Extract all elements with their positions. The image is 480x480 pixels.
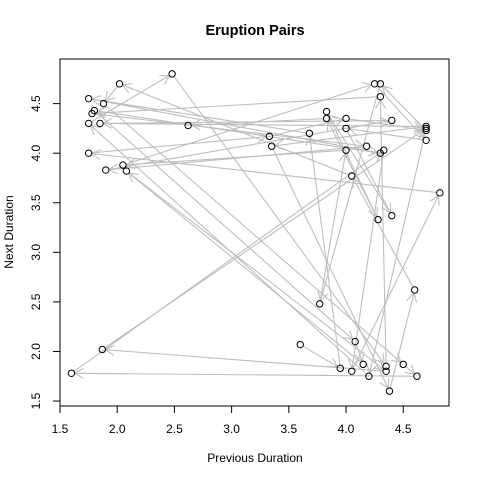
transition-arrow: [128, 172, 385, 371]
data-point: [380, 146, 388, 154]
data-point: [96, 119, 104, 128]
data-point: [305, 129, 314, 138]
data-point: [119, 161, 127, 169]
y-tick-label: 4.5: [29, 95, 43, 112]
x-axis: 1.5 2.0 2.5 3.0 3.5 4.0 4.5: [52, 405, 412, 436]
data-point: [351, 337, 359, 346]
data-point: [342, 124, 350, 133]
data-point: [88, 109, 96, 118]
y-tick-label: 4.0: [29, 145, 43, 162]
transition-arrow: [366, 131, 426, 375]
transition-arrow: [352, 194, 440, 369]
transition-arrow: [104, 85, 118, 102]
data-point: [322, 107, 331, 116]
transition-arrow: [352, 177, 414, 288]
data-point: [67, 369, 76, 377]
y-tick-label: 3.0: [29, 244, 43, 261]
x-tick-label: 3.0: [223, 422, 240, 436]
data-point: [184, 121, 192, 130]
data-point: [436, 189, 444, 197]
x-tick-label: 2.5: [166, 422, 183, 436]
data-point: [359, 360, 367, 369]
data-point: [370, 80, 379, 88]
transition-arrow: [104, 344, 383, 372]
data-point: [422, 124, 430, 133]
point-layer: [67, 70, 444, 395]
data-point: [422, 126, 430, 135]
y-axis-label: Next Duration: [2, 195, 16, 268]
data-point: [84, 119, 93, 128]
y-axis: 1.5 2.0 2.5 3.0 3.5 4.0 4.5: [29, 95, 61, 409]
data-point: [376, 92, 385, 101]
x-tick-label: 4.5: [395, 422, 412, 436]
data-point: [267, 142, 276, 150]
data-point: [410, 286, 419, 294]
data-point: [115, 80, 124, 88]
x-axis-label: Previous Duration: [207, 451, 302, 465]
data-point: [382, 362, 390, 371]
data-point: [413, 372, 421, 380]
data-point: [348, 367, 356, 375]
y-tick-label: 2.0: [29, 343, 43, 360]
data-point: [342, 146, 350, 154]
transition-arrow: [90, 95, 307, 134]
transition-arrow: [319, 152, 350, 301]
transition-arrow: [348, 124, 424, 141]
data-point: [376, 80, 385, 88]
data-point: [99, 99, 108, 108]
data-point: [322, 114, 331, 123]
y-tick-label: 3.5: [29, 194, 43, 211]
x-tick-label: 4.0: [338, 422, 355, 436]
transition-arrow: [73, 151, 383, 372]
data-point: [296, 340, 304, 349]
data-point: [102, 166, 110, 174]
data-point: [336, 364, 345, 373]
data-point: [422, 122, 430, 131]
data-point: [374, 215, 382, 224]
x-tick-label: 1.5: [52, 422, 69, 436]
y-tick-label: 1.5: [29, 392, 43, 409]
transition-arrow: [302, 345, 339, 368]
data-point: [316, 300, 324, 308]
data-point: [265, 132, 274, 141]
data-point: [168, 70, 176, 78]
data-point: [422, 136, 430, 144]
x-tick-label: 2.0: [109, 422, 126, 436]
data-point: [382, 367, 390, 375]
data-point: [399, 360, 407, 369]
data-point: [388, 116, 396, 125]
chart-title: Eruption Pairs: [205, 23, 304, 39]
data-point: [348, 172, 356, 180]
arrow-layer: [73, 74, 440, 390]
data-point: [388, 211, 396, 220]
data-point: [362, 142, 371, 150]
data-point: [122, 167, 131, 175]
data-point: [342, 114, 350, 123]
data-point: [98, 345, 107, 354]
data-point: [365, 372, 373, 380]
x-tick-label: 3.5: [280, 422, 297, 436]
data-point: [84, 149, 93, 157]
data-point: [84, 94, 93, 103]
y-tick-label: 2.5: [29, 293, 43, 310]
data-point: [385, 387, 394, 395]
